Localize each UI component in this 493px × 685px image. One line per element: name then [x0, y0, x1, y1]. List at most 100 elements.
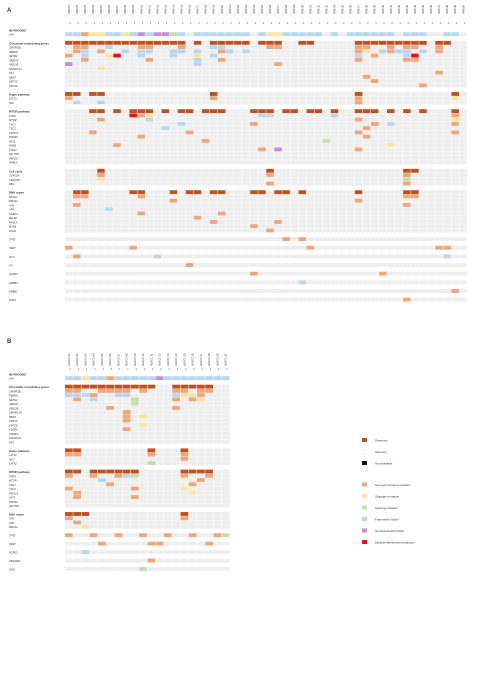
empty-cell: [451, 79, 459, 83]
empty-cell: [242, 211, 250, 216]
empty-cell: [250, 207, 258, 212]
mutation-cell-pbrm1-13: [172, 393, 180, 398]
empty-cell: [378, 168, 387, 173]
empty-cell: [213, 427, 222, 432]
empty-cell: [205, 439, 213, 444]
empty-cell: [205, 414, 213, 419]
empty-cell: [139, 473, 147, 478]
empty-cell: [362, 96, 371, 101]
empty-cell: [250, 70, 258, 75]
mutation-cell-setd2-38: [370, 53, 379, 58]
row-label-rictor: RICTOR: [9, 504, 19, 508]
empty-cell: [169, 138, 178, 143]
mutation-cell-mtor-pathway-19: [217, 109, 226, 114]
empty-cell: [113, 228, 121, 233]
empty-cell: [242, 228, 250, 233]
mutation-cell-dna-repair-13: [169, 190, 178, 195]
row-label-atm: ATM: [8, 517, 15, 521]
mutation-cell-pbrm1-9: [137, 49, 145, 54]
empty-cell: [213, 452, 222, 457]
empty-cell: [114, 452, 123, 457]
empty-cell: [346, 155, 355, 160]
empty-cell: [354, 211, 363, 216]
mutation-cell-tp53-19: [221, 533, 230, 538]
empty-cell: [314, 168, 323, 173]
empty-cell: [314, 215, 323, 220]
empty-cell: [459, 57, 467, 62]
empty-cell: [89, 401, 98, 406]
empty-cell: [451, 271, 459, 276]
empty-cell: [338, 168, 347, 173]
empty-cell: [98, 401, 106, 406]
empty-cell: [98, 427, 106, 432]
empty-cell: [370, 160, 379, 165]
empty-cell: [411, 96, 419, 101]
empty-cell: [147, 533, 156, 538]
empty-cell: [129, 177, 137, 182]
empty-cell: [73, 541, 81, 546]
sample-arrow-icon: ▼: [69, 22, 71, 25]
empty-cell: [81, 503, 90, 508]
empty-cell: [201, 96, 210, 101]
empty-cell: [145, 83, 154, 88]
empty-cell: [121, 138, 129, 143]
empty-cell: [330, 194, 339, 199]
sample-arrow-icon: ▼: [286, 22, 288, 25]
empty-cell: [89, 198, 97, 203]
empty-cell: [258, 134, 266, 139]
empty-cell: [274, 215, 282, 220]
empty-cell: [98, 452, 106, 457]
empty-cell: [395, 198, 403, 203]
empty-cell: [73, 524, 81, 529]
empty-cell: [161, 92, 170, 96]
empty-cell: [113, 92, 121, 96]
empty-cell: [378, 228, 387, 233]
empty-cell: [250, 220, 258, 224]
empty-cell: [370, 66, 379, 71]
empty-cell: [282, 228, 290, 233]
empty-cell: [209, 70, 218, 75]
empty-cell: [129, 130, 137, 135]
empty-cell: [306, 126, 315, 131]
row-label-hippo-pathway: Hippo pathway: [9, 92, 30, 96]
mutation-cell-tp53-18: [213, 533, 222, 538]
empty-cell: [242, 143, 250, 148]
empty-cell: [451, 83, 459, 88]
empty-cell: [137, 289, 145, 293]
empty-cell: [314, 203, 323, 207]
empty-cell: [250, 40, 258, 45]
empty-cell: [242, 83, 250, 88]
empty-cell: [129, 207, 137, 212]
empty-cell: [185, 147, 194, 152]
empty-cell: [266, 198, 274, 203]
empty-cell: [161, 83, 170, 88]
row-label-nf2: NF2: [9, 457, 14, 461]
mutation-cell-vhl-40: [387, 32, 395, 37]
mutation-cell-cell-cycle-42: [403, 168, 411, 173]
empty-cell: [282, 121, 290, 126]
empty-cell: [137, 181, 145, 186]
empty-cell: [395, 207, 403, 212]
empty-cell: [164, 401, 172, 406]
empty-cell: [395, 289, 403, 293]
empty-cell: [234, 297, 242, 302]
empty-cell: [234, 138, 242, 143]
empty-cell: [330, 62, 339, 66]
empty-cell: [338, 49, 347, 54]
empty-cell: [97, 126, 105, 131]
empty-cell: [258, 130, 266, 135]
legend-label-absence: Absence: [375, 450, 387, 454]
empty-cell: [266, 211, 274, 216]
empty-cell: [387, 138, 395, 143]
empty-cell: [193, 143, 202, 148]
mutation-cell-vhl-4: [97, 32, 105, 37]
empty-cell: [81, 280, 89, 285]
empty-cell: [443, 211, 451, 216]
empty-cell: [282, 83, 290, 88]
empty-cell: [197, 461, 205, 465]
mutation-cell-chromatin-remodeling-genes-17: [205, 384, 213, 389]
empty-cell: [242, 151, 250, 156]
empty-cell: [451, 160, 459, 165]
empty-cell: [197, 414, 205, 419]
mutation-cell-pbrm1-41: [395, 49, 403, 54]
